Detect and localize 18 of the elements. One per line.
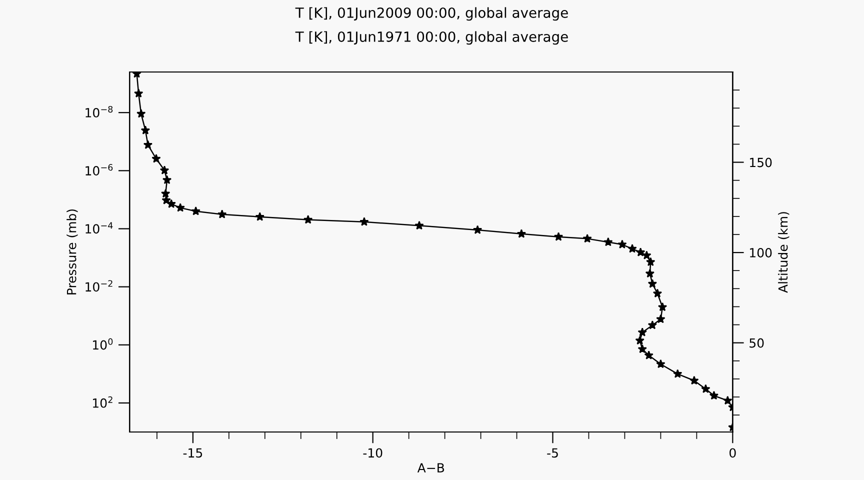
x-tick-label: -5: [547, 448, 558, 458]
y-tick-label: 10$^{−4}$: [86, 222, 113, 234]
y-tick-label: 10$^{−8}$: [86, 106, 113, 118]
y-tick-label: 10$^{−6}$: [86, 164, 113, 176]
x-tick-label: -15: [183, 448, 202, 458]
y-tick-label: 10$^{2}$: [93, 396, 112, 408]
y-tick-label: 10$^{−2}$: [86, 280, 112, 292]
chart-subtitle: T [K], 01Jun1971 00:00, global average: [295, 31, 568, 45]
chart-title: T [K], 01Jun2009 00:00, global average: [295, 7, 568, 21]
y-axis-title: Pressure (mb): [66, 209, 78, 294]
y-tick-label: 10$^{0}$: [93, 338, 113, 350]
y2-tick-label: 100: [750, 248, 772, 258]
x-tick-label: 0: [730, 448, 736, 458]
x-tick-label: -10: [363, 448, 382, 458]
y2-axis-title: Altitude (km): [778, 212, 790, 293]
x-axis-title: A−B: [417, 463, 444, 472]
y2-tick-label: 150: [750, 158, 772, 168]
y2-tick-label: 50: [750, 338, 764, 348]
